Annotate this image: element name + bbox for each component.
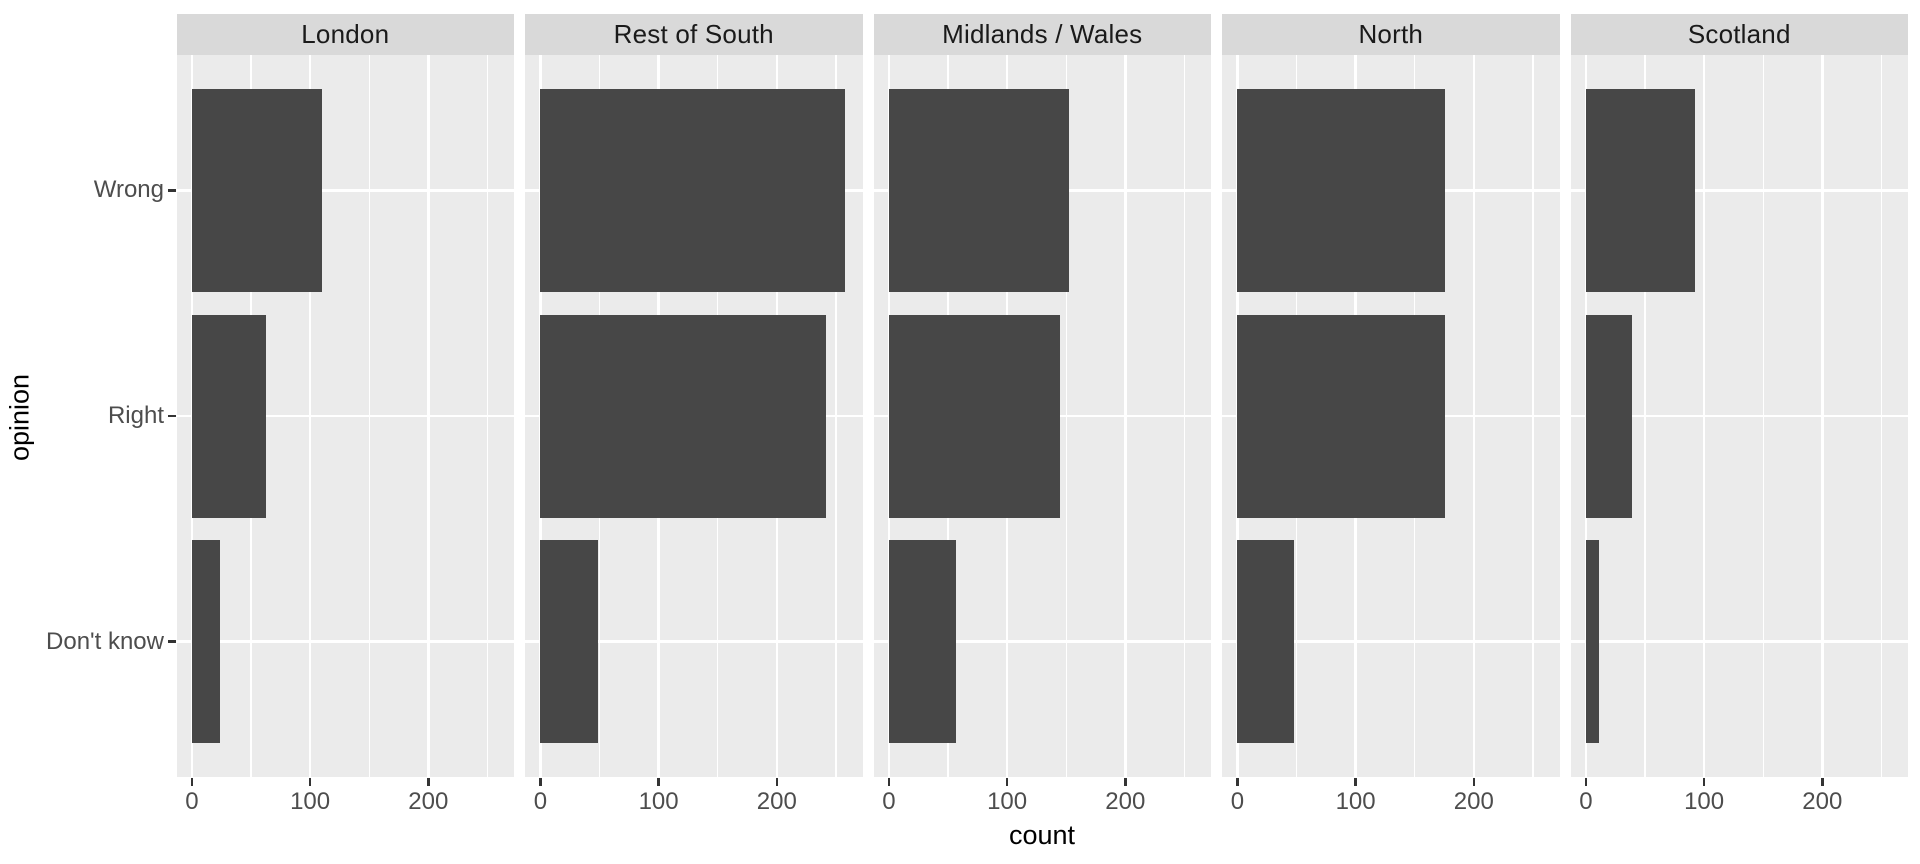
x-tick-mark	[1702, 777, 1706, 786]
facet-panel	[525, 55, 863, 777]
x-tick-mark	[1584, 777, 1588, 786]
facet-strip-label: Midlands / Wales	[942, 19, 1143, 49]
bar-don-t-know	[1237, 540, 1295, 743]
x-tick-label: 0	[533, 788, 548, 815]
x-tick-label: 0	[1230, 788, 1245, 815]
x-tick-mark	[1005, 777, 1009, 786]
facet-strip-label: London	[301, 19, 390, 49]
x-tick-mark	[887, 777, 891, 786]
x-tick-label: 200	[1453, 788, 1494, 815]
x-tick-mark	[1124, 777, 1127, 786]
x-tick-label: 200	[756, 788, 797, 815]
x-tick-mark	[775, 777, 779, 786]
bar-don-t-know	[1585, 540, 1599, 743]
major-gridline-h	[176, 414, 514, 418]
x-tick-mark	[427, 777, 430, 786]
x-tick-label: 100	[1335, 788, 1376, 815]
y-tick-mark	[168, 189, 176, 192]
x-axis-title: count	[1008, 820, 1076, 850]
x-tick-mark	[190, 777, 194, 786]
bar-wrong	[888, 89, 1069, 292]
x-tick-label: 200	[1105, 788, 1146, 815]
y-tick-label: Right	[107, 402, 164, 429]
y-tick-label: Wrong	[93, 176, 164, 204]
x-tick-label: 100	[1684, 788, 1725, 815]
major-gridline-h	[176, 189, 514, 192]
bar-right	[540, 314, 827, 518]
x-tick-mark	[1821, 777, 1824, 786]
x-tick-label: 100	[290, 788, 331, 815]
major-gridline-h	[1570, 189, 1908, 192]
bar-wrong	[1237, 89, 1446, 292]
bar-don-t-know	[540, 540, 599, 743]
facet-strip-label: North	[1358, 19, 1424, 49]
major-gridline-h	[873, 640, 1211, 643]
bar-right	[1237, 314, 1446, 518]
x-tick-label: 100	[638, 788, 679, 815]
facet-panel	[1222, 55, 1560, 777]
y-tick-mark	[168, 640, 176, 643]
x-tick-mark	[539, 777, 542, 786]
major-gridline-h	[1570, 414, 1908, 418]
facet-strip: Rest of South	[525, 14, 863, 55]
facet-strip: Midlands / Wales	[873, 14, 1211, 55]
y-axis-title: opinion	[4, 373, 35, 462]
facet-strip-label: Rest of South	[613, 19, 774, 49]
facet-strip: North	[1222, 14, 1560, 55]
x-tick-label: 0	[882, 788, 896, 815]
major-gridline-h	[1222, 640, 1560, 643]
major-gridline-h	[1570, 640, 1908, 643]
major-gridline-h	[525, 640, 863, 643]
facet-panel	[1570, 55, 1908, 777]
x-tick-label: 200	[408, 788, 449, 815]
major-gridline-h	[176, 640, 514, 643]
x-tick-label: 100	[987, 788, 1028, 815]
facet-panel	[176, 55, 514, 777]
x-tick-label: 200	[1802, 788, 1843, 815]
y-tick-mark	[168, 414, 176, 418]
bar-right	[1585, 314, 1632, 518]
facet-strip-label: Scotland	[1687, 19, 1791, 49]
bar-wrong	[1585, 89, 1695, 292]
facet-strip: London	[176, 14, 514, 55]
bar-don-t-know	[888, 540, 957, 743]
bar-right	[191, 314, 267, 518]
bar-right	[888, 314, 1061, 518]
bar-wrong	[540, 89, 846, 292]
x-tick-label: 0	[1579, 788, 1593, 815]
x-tick-mark	[1236, 777, 1239, 786]
x-tick-label: 0	[185, 788, 199, 815]
x-tick-mark	[1354, 777, 1357, 786]
facet-panel	[873, 55, 1211, 777]
x-tick-mark	[308, 777, 312, 786]
bar-wrong	[191, 89, 322, 292]
y-tick-label: Don't know	[46, 627, 164, 655]
facet-strip: Scotland	[1570, 14, 1908, 55]
bar-don-t-know	[191, 540, 221, 743]
x-tick-mark	[657, 777, 660, 786]
x-tick-mark	[1472, 777, 1476, 786]
